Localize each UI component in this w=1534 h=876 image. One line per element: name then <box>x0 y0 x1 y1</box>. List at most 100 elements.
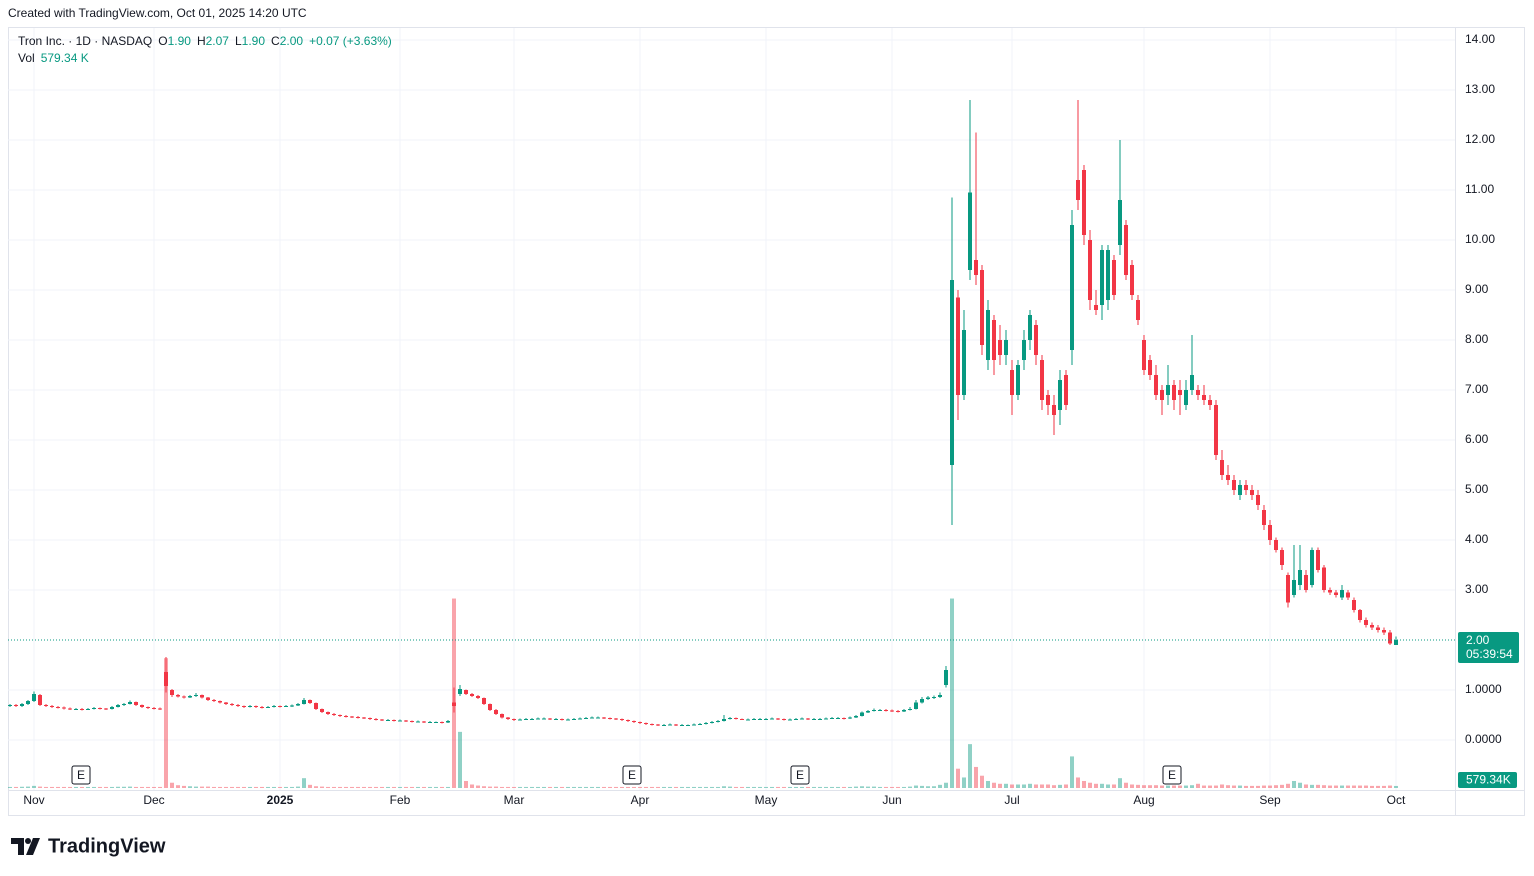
x-tick-label: Oct <box>1387 793 1406 807</box>
candle-body <box>926 697 930 699</box>
x-tick-label: Jun <box>882 793 901 807</box>
volume-bar <box>1352 785 1356 788</box>
candle-body <box>188 696 192 698</box>
volume-bar <box>914 785 918 788</box>
volume-legend: Vol 579.34 K <box>18 51 89 65</box>
volume-bar <box>572 786 576 788</box>
candle-body <box>1196 390 1200 395</box>
candle-body <box>680 725 684 726</box>
candle-body <box>1022 340 1026 360</box>
volume-bar <box>344 786 348 788</box>
volume-bar <box>434 786 438 788</box>
volume-bar <box>878 786 882 788</box>
candle-body <box>1394 640 1398 645</box>
volume-bar <box>1238 785 1242 788</box>
volume-bar <box>236 786 240 788</box>
candle-body <box>1256 495 1260 505</box>
candle-body <box>1364 620 1368 625</box>
volume-bar <box>158 786 162 788</box>
close-key: C <box>271 34 280 48</box>
candle-body <box>338 715 342 716</box>
candle-body <box>632 721 636 722</box>
volume-bar <box>992 782 996 788</box>
candle-body <box>500 714 504 718</box>
volume-bar <box>830 786 834 788</box>
y-tick-label: 14.00 <box>1465 32 1495 46</box>
candle-body <box>530 719 534 720</box>
candle-body <box>1016 365 1020 395</box>
volume-bar <box>1172 785 1176 788</box>
candle-body <box>68 708 72 710</box>
volume-bar <box>1094 783 1098 788</box>
volume-bar <box>1256 785 1260 788</box>
candle-body <box>932 697 936 698</box>
volume-bar <box>386 786 390 788</box>
volume-bar <box>290 786 294 788</box>
label-layer: 0.0000 1.0000 3.00 4.00 5.00 6.00 7.00 8.00 9.00… <box>23 32 1502 807</box>
candle-body <box>1292 580 1296 595</box>
volume-bar <box>1136 784 1140 788</box>
volume-bar <box>1388 785 1392 788</box>
y-tick-label: 10.00 <box>1465 232 1495 246</box>
candle-body <box>488 704 492 710</box>
volume-bar <box>56 786 60 788</box>
candle-body <box>380 719 384 721</box>
x-tick-label: Dec <box>143 793 164 807</box>
candle-body <box>224 702 228 704</box>
volume-bar <box>164 658 168 788</box>
candle-body <box>764 719 768 720</box>
candle-body <box>1088 240 1092 300</box>
volume-bar <box>458 731 462 788</box>
volume-bar <box>704 786 708 788</box>
volume-bar <box>1010 784 1014 788</box>
low-key: L <box>235 34 242 48</box>
candle-body <box>698 724 702 725</box>
candle-body <box>794 719 798 720</box>
candle-body <box>56 707 60 708</box>
volume-bar <box>1334 785 1338 788</box>
candle-body <box>218 701 222 703</box>
volume-bar <box>1184 785 1188 788</box>
candle-body <box>638 722 642 723</box>
volume-bar <box>1028 783 1032 788</box>
candle-body <box>668 724 672 726</box>
volume-bar <box>866 786 870 788</box>
volume-bar <box>758 786 762 788</box>
volume-bar <box>794 786 798 788</box>
volume-bar <box>362 786 366 788</box>
volume-bar <box>770 786 774 788</box>
volume-bar <box>332 786 336 788</box>
volume-bar <box>356 786 360 788</box>
candle-body <box>1100 250 1104 305</box>
volume-bar <box>986 780 990 788</box>
candle-body <box>428 722 432 723</box>
volume-bar <box>560 786 564 788</box>
candle-body <box>512 719 516 720</box>
candle-body <box>1274 540 1278 550</box>
volume-bar <box>302 778 306 788</box>
candle-body <box>1010 370 1014 395</box>
candle-body <box>1286 575 1290 603</box>
y-tick-label: 6.00 <box>1465 432 1489 446</box>
candle-body <box>944 670 948 685</box>
candle-body <box>1148 360 1152 375</box>
candle-body <box>722 719 726 721</box>
volume-bar <box>902 786 906 788</box>
volume-bar <box>416 786 420 788</box>
volume-bar <box>314 786 318 788</box>
volume-bar <box>884 786 888 788</box>
candle-body <box>800 718 804 720</box>
volume-bar <box>1004 783 1008 788</box>
candle-body <box>1238 485 1242 495</box>
candle-body <box>1280 550 1284 565</box>
volume-bar <box>728 786 732 788</box>
volume-bar <box>710 786 714 788</box>
candle-body <box>452 702 456 706</box>
volume-bar <box>218 786 222 788</box>
volume-bar <box>782 786 786 788</box>
x-tick-label: Feb <box>390 793 411 807</box>
candle-body <box>32 694 36 701</box>
volume-bar <box>872 786 876 788</box>
volume-bar <box>1370 785 1374 788</box>
